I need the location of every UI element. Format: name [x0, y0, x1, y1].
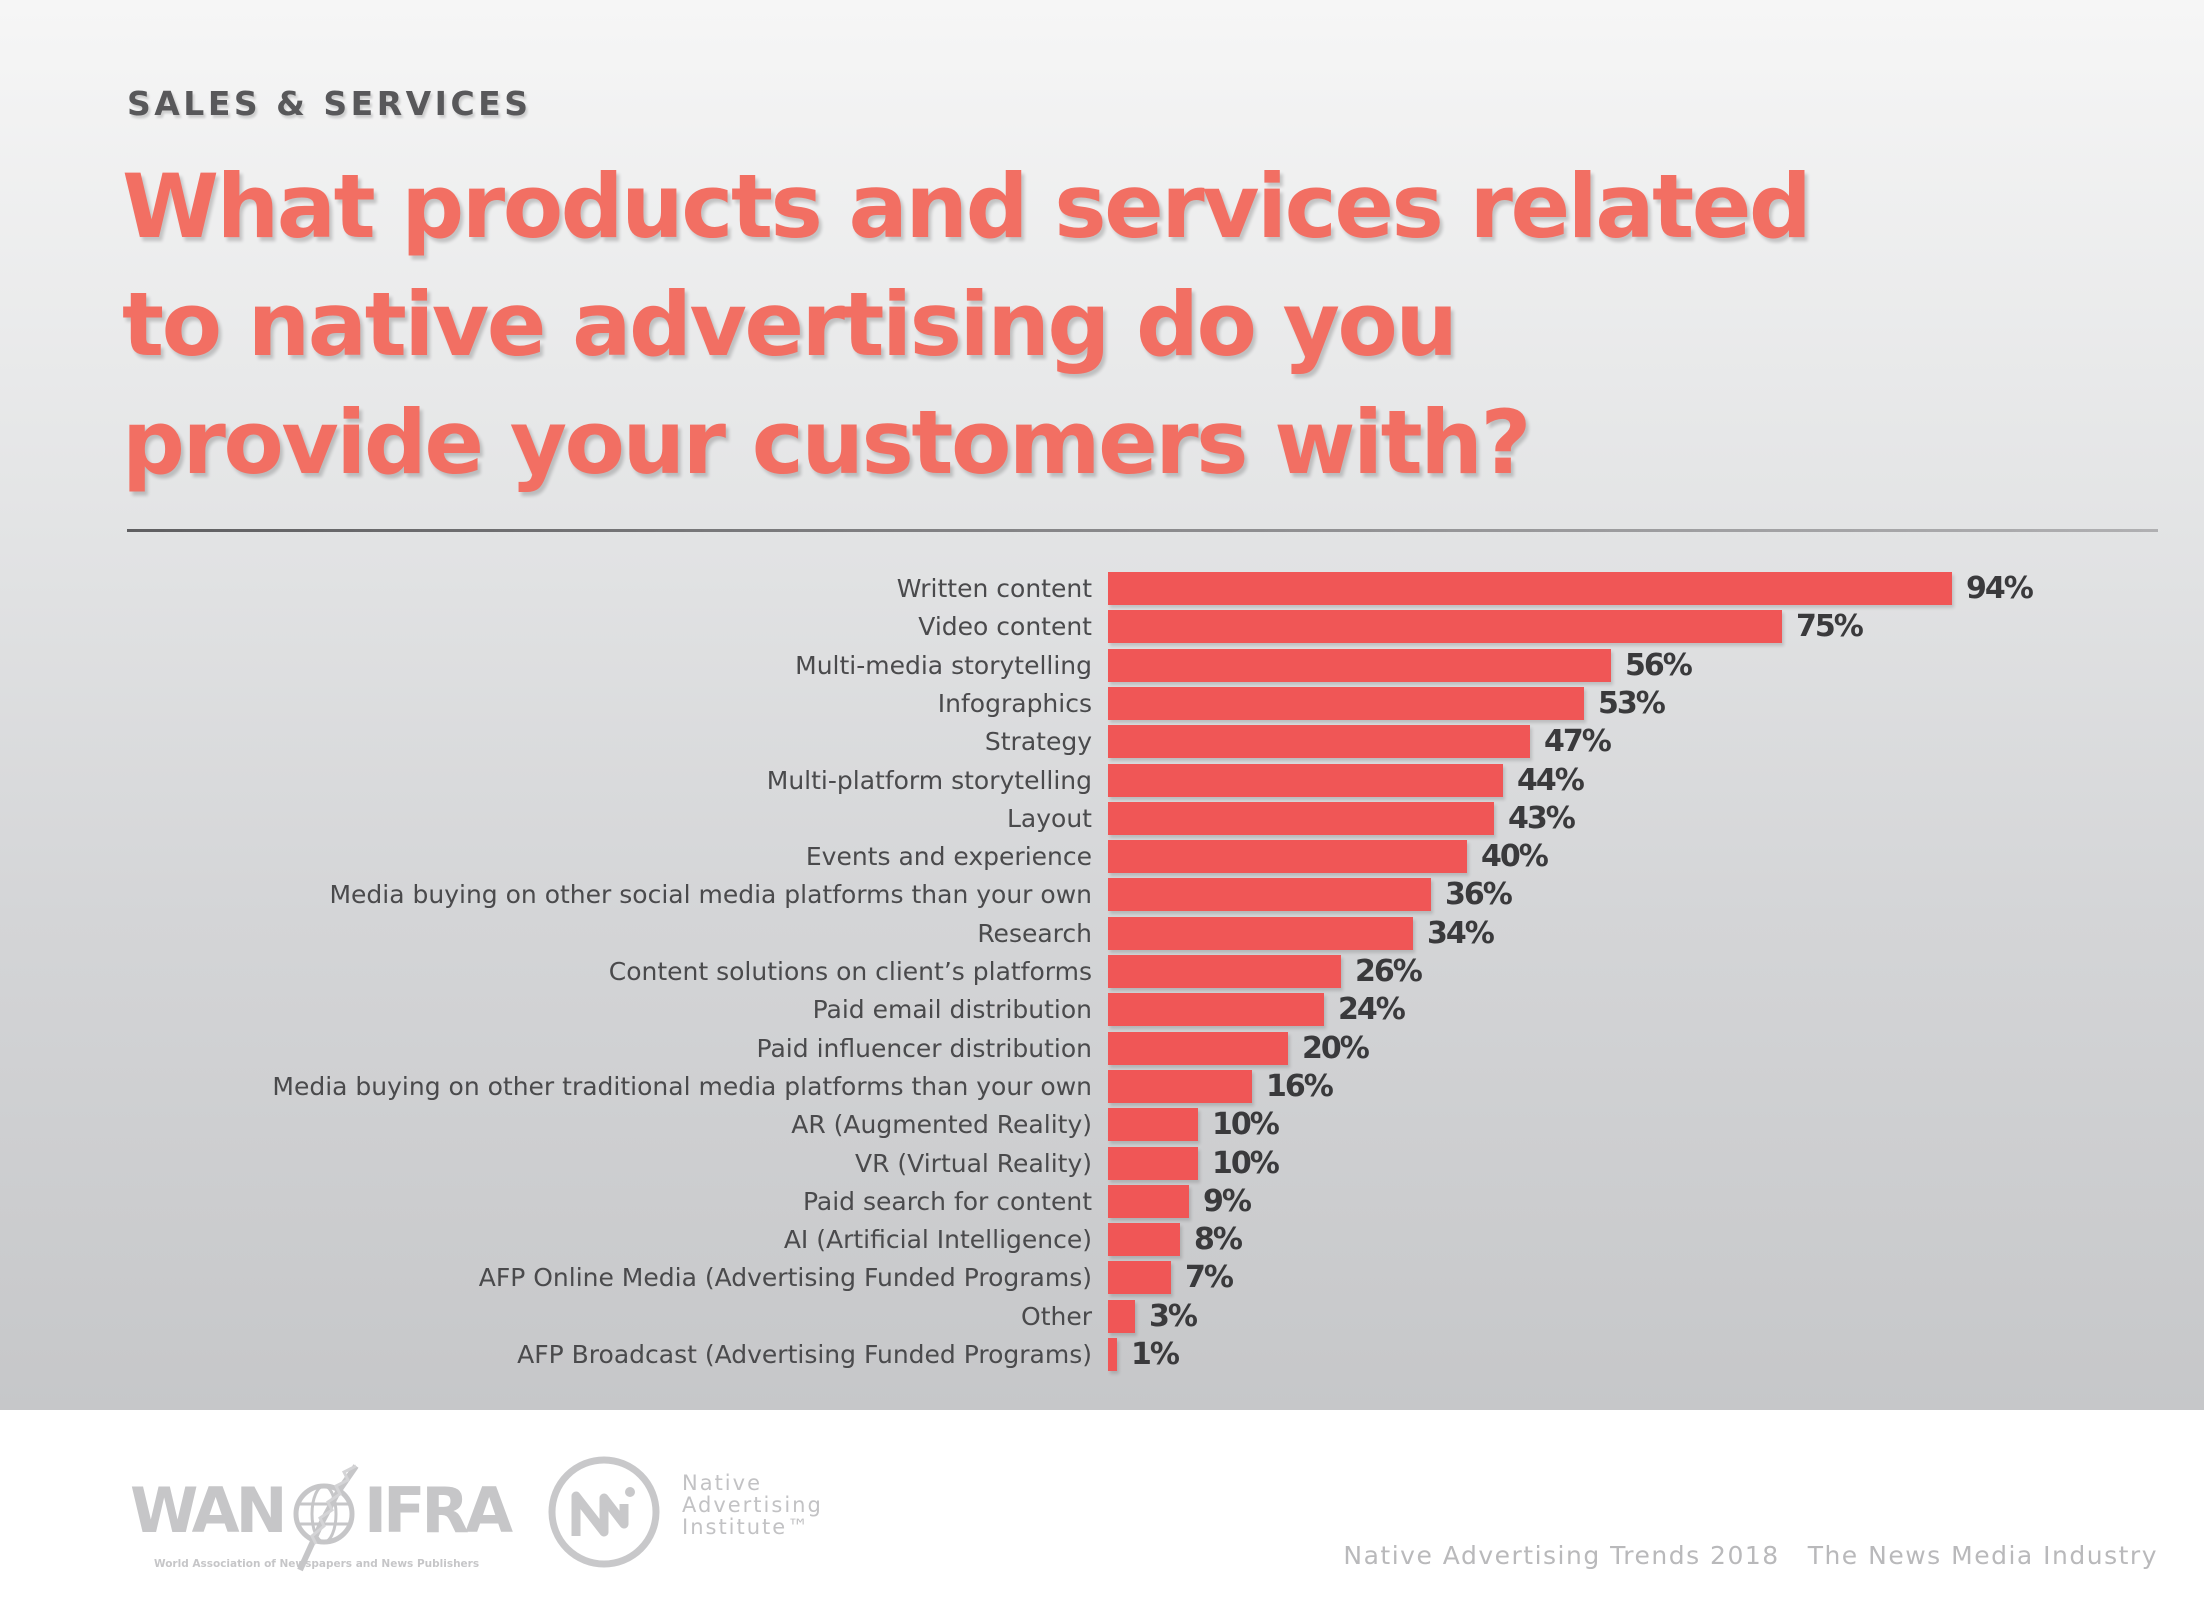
bar: [1108, 1261, 1171, 1294]
bar: [1108, 1108, 1198, 1141]
bar: [1108, 687, 1584, 720]
category-label: Strategy: [984, 727, 1092, 756]
category-label: Media buying on other traditional media …: [272, 1072, 1092, 1101]
nai-circle-icon: [548, 1456, 660, 1568]
wan-ifra-logo: WAN IFRA World Association of Newspapers…: [126, 1458, 516, 1578]
publication-subtitle: The News Media Industry: [1807, 1541, 2158, 1570]
value-label: 56%: [1625, 648, 1693, 683]
value-label: 47%: [1544, 724, 1612, 759]
category-label: Written content: [896, 574, 1092, 603]
value-label: 10%: [1212, 1107, 1280, 1142]
bar: [1108, 840, 1467, 873]
title-line: to native advertising do you: [122, 273, 1458, 376]
wan-ifra-subtitle: World Association of Newspapers and News…: [154, 1558, 480, 1570]
bar: [1108, 572, 1952, 605]
value-label: 20%: [1302, 1031, 1370, 1066]
category-label: AFP Online Media (Advertising Funded Pro…: [478, 1263, 1092, 1292]
category-label: Paid email distribution: [812, 995, 1092, 1024]
bar: [1108, 1070, 1252, 1103]
bar: [1108, 725, 1530, 758]
category-label: Infographics: [937, 689, 1092, 718]
chart-panel: SALES & SERVICES What products and servi…: [0, 0, 2204, 1410]
value-label: 7%: [1185, 1260, 1234, 1295]
category-label: Video content: [918, 612, 1092, 641]
globe-quill-icon: [293, 1464, 359, 1572]
category-label: VR (Virtual Reality): [855, 1149, 1092, 1178]
publication-name: Native Advertising Trends 2018: [1343, 1541, 1780, 1570]
category-label: Paid influencer distribution: [756, 1034, 1092, 1063]
value-label: 8%: [1194, 1222, 1243, 1257]
category-label: Content solutions on client’s platforms: [608, 957, 1092, 986]
value-label: 10%: [1212, 1146, 1280, 1181]
bar: [1108, 1185, 1189, 1218]
title-divider: [127, 529, 2158, 532]
bar: [1108, 649, 1611, 682]
value-label: 94%: [1966, 571, 2034, 606]
category-label: Other: [1021, 1302, 1092, 1331]
bar: [1108, 1338, 1117, 1371]
category-label: AFP Broadcast (Advertising Funded Progra…: [517, 1340, 1092, 1369]
value-label: 40%: [1481, 839, 1549, 874]
category-label: Events and experience: [805, 842, 1092, 871]
title-line: What products and services related: [122, 155, 1812, 258]
category-label: AR (Augmented Reality): [791, 1110, 1092, 1139]
bar: [1108, 1032, 1288, 1065]
value-label: 43%: [1508, 801, 1576, 836]
bar: [1108, 764, 1503, 797]
category-label: Media buying on other social media platf…: [329, 880, 1092, 909]
bar: [1108, 1300, 1135, 1333]
bar: [1108, 1223, 1180, 1256]
value-label: 26%: [1355, 954, 1423, 989]
category-label: Layout: [1007, 804, 1092, 833]
value-label: 9%: [1203, 1184, 1252, 1219]
category-label: Multi-platform storytelling: [766, 766, 1092, 795]
value-label: 75%: [1796, 609, 1864, 644]
wan-logo-text: WAN: [130, 1474, 287, 1547]
value-label: 1%: [1131, 1337, 1180, 1372]
category-label: Research: [977, 919, 1092, 948]
category-label: AI (Artificial Intelligence): [783, 1225, 1092, 1254]
bar: [1108, 917, 1413, 950]
bar: [1108, 878, 1431, 911]
bar: [1108, 955, 1341, 988]
value-label: 16%: [1266, 1069, 1334, 1104]
value-label: 36%: [1445, 877, 1513, 912]
bar: [1108, 1147, 1198, 1180]
footer-caption: Native Advertising Trends 2018 The News M…: [1343, 1541, 2158, 1570]
section-label: SALES & SERVICES: [127, 84, 532, 123]
bar: [1108, 993, 1324, 1026]
bar: [1108, 802, 1494, 835]
category-label: Multi-media storytelling: [795, 651, 1092, 680]
nai-logo: Native Advertising Institute™: [546, 1452, 846, 1572]
nai-text-line: Institute™: [682, 1515, 811, 1539]
page-title: What products and services related to na…: [122, 148, 2022, 502]
nai-text-line: Advertising: [682, 1493, 823, 1517]
value-label: 44%: [1517, 763, 1585, 798]
bar-chart: Written content 94% Video content 75% Multi-…: [272, 571, 2034, 1372]
value-label: 34%: [1427, 916, 1495, 951]
nai-text-line: Native: [682, 1471, 762, 1495]
value-label: 3%: [1149, 1299, 1198, 1334]
ifra-logo-text: IFRA: [364, 1474, 513, 1547]
value-label: 24%: [1338, 992, 1406, 1027]
category-label: Paid search for content: [802, 1187, 1092, 1216]
value-label: 53%: [1598, 686, 1666, 721]
bar: [1108, 610, 1782, 643]
title-line: provide your customers with?: [122, 391, 1531, 494]
